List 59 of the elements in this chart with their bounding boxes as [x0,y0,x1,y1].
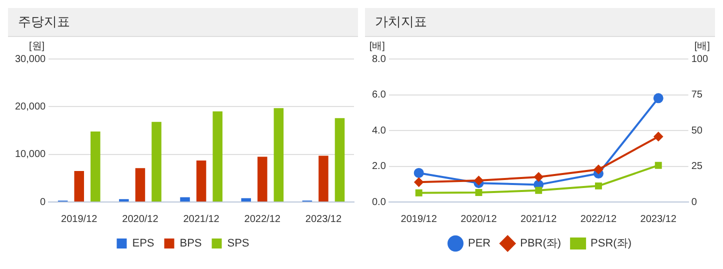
bar [180,197,190,202]
point [595,182,602,190]
legend-label: PSR(좌) [590,238,632,250]
y-tick-label: 6.0 [372,90,386,100]
y2-tick-label: 25 [691,161,703,172]
x-tick-label: 2023/12 [640,214,677,225]
x-tick-label: 2023/12 [305,214,342,225]
bar [90,131,100,202]
y-tick-label: 20,000 [14,101,46,112]
point [415,189,422,196]
legend-label: PER [468,238,491,250]
bar [274,108,284,202]
point [414,168,424,178]
bar [241,198,251,202]
bar [135,168,146,202]
point [414,178,424,187]
y2-tick-label: 0 [691,196,698,208]
x-tick-label: 2021/12 [520,214,558,225]
bar [257,156,268,202]
y-tick-label: 4.0 [372,125,386,136]
x-tick-label: 2020/12 [122,214,159,225]
y-tick-label: 0.0 [372,196,386,208]
y2-tick-label: 100 [691,54,708,65]
y2-axis-title: [배] [694,40,710,52]
point [654,132,663,142]
bar [318,156,328,202]
point [534,172,544,182]
point [653,93,664,104]
legend-label: BPS [180,238,202,250]
x-tick-label: 2020/12 [460,214,498,225]
legend-label: EPS [132,238,154,250]
bar [152,122,162,202]
chart-title: 가치지표 [365,8,715,37]
point [535,186,542,194]
x-tick-label: 2019/12 [61,214,98,225]
legend-label: PBR(좌) [520,238,562,250]
bar [334,118,345,202]
point [654,162,662,169]
y-tick-label: 0 [40,196,46,208]
bar [196,160,206,202]
x-tick-label: 2022/12 [244,214,281,225]
y-tick-label: 8.0 [372,54,386,65]
chart-title: 주당지표 [8,8,358,37]
y-tick-label: 30,000 [14,54,46,65]
bar [74,171,84,202]
x-tick-label: 2022/12 [580,214,617,225]
point [474,176,484,186]
point [475,189,482,196]
y-tick-label: 10,000 [14,149,46,160]
bar [212,111,222,202]
point [594,164,603,174]
x-tick-label: 2021/12 [183,214,220,225]
legend-label: SPS [227,238,250,250]
y-axis-title: [배] [369,40,386,52]
y2-tick-label: 75 [691,90,703,100]
y2-tick-label: 50 [691,125,703,136]
y-axis-title: [원] [29,40,45,52]
x-tick-label: 2019/12 [400,214,438,225]
y-tick-label: 2.0 [372,161,386,172]
